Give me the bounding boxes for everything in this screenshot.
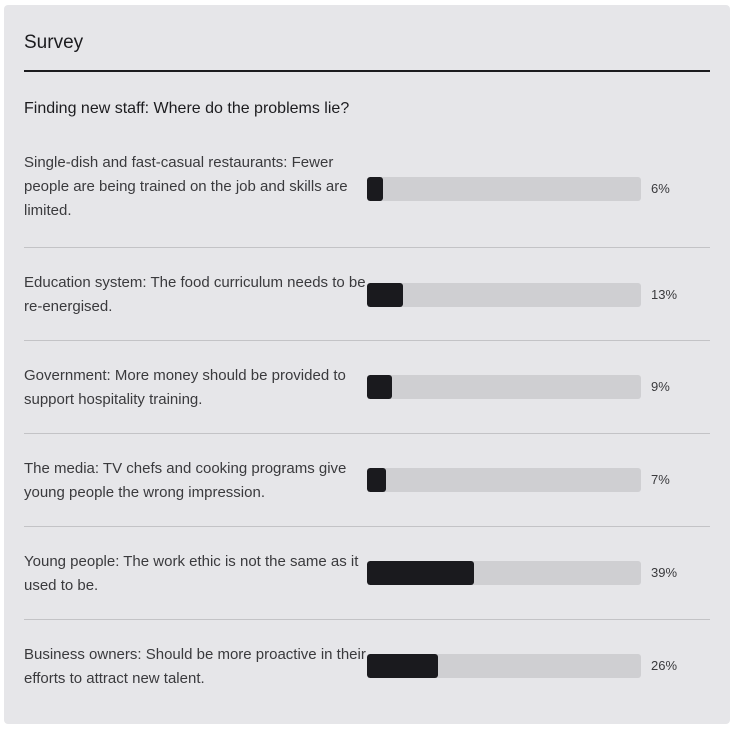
title-divider — [24, 70, 710, 72]
result-bar-fill — [367, 468, 387, 492]
survey-card: Survey Finding new staff: Where do the p… — [4, 5, 730, 724]
result-bar-track — [367, 654, 641, 678]
result-bar-fill — [367, 654, 439, 678]
result-label: Single-dish and fast-casual restaurants:… — [24, 154, 348, 219]
result-label: Young people: The work ethic is not the … — [24, 553, 359, 594]
row-divider — [24, 247, 710, 248]
result-bar-track — [367, 283, 641, 307]
result-label: The media: TV chefs and cooking programs… — [24, 460, 347, 501]
result-bar-track — [367, 561, 641, 585]
result-bar-fill — [367, 177, 384, 201]
result-bar-track — [367, 375, 641, 399]
result-percent: 13% — [651, 287, 678, 302]
result-bar-track — [367, 468, 641, 492]
result-percent: 9% — [651, 379, 670, 394]
row-divider — [24, 433, 710, 434]
row-divider — [24, 526, 710, 527]
result-label: Education system: The food curriculum ne… — [24, 274, 366, 315]
result-percent: 26% — [651, 658, 678, 673]
result-percent: 39% — [651, 565, 678, 580]
card-title: Survey — [24, 32, 84, 53]
result-bar-fill — [367, 283, 403, 307]
result-label: Business owners: Should be more proactiv… — [24, 646, 366, 687]
row-divider — [24, 340, 710, 341]
result-percent: 7% — [651, 472, 670, 487]
result-bar-track — [367, 177, 641, 201]
result-label: Government: More money should be provide… — [24, 367, 346, 408]
survey-question: Finding new staff: Where do the problems… — [24, 100, 350, 117]
result-bar-fill — [367, 561, 474, 585]
result-bar-fill — [367, 375, 392, 399]
result-percent: 6% — [651, 181, 670, 196]
row-divider — [24, 619, 710, 620]
